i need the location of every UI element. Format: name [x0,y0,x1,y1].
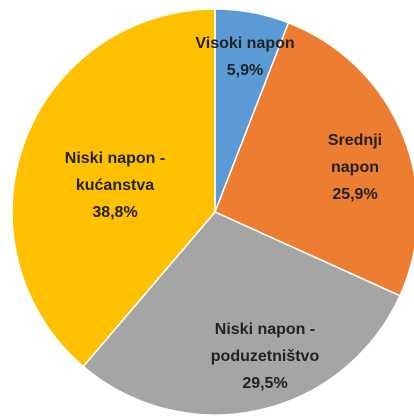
pie-slice [11,8,216,368]
pie-slice [82,211,401,416]
value-label: 29,5% [242,375,288,392]
slice-label: Niski napon - kućanstva [64,150,166,194]
value-label: 38,8% [92,204,138,221]
slice-label: Srednji napon [327,132,383,176]
pie-slice [214,21,414,297]
slice-label: Niski napon - poduzetništvo [210,321,320,365]
value-label: 5,9% [226,62,264,79]
value-label: 25,9% [332,186,378,203]
slice-label: Visoki napon [195,35,295,52]
